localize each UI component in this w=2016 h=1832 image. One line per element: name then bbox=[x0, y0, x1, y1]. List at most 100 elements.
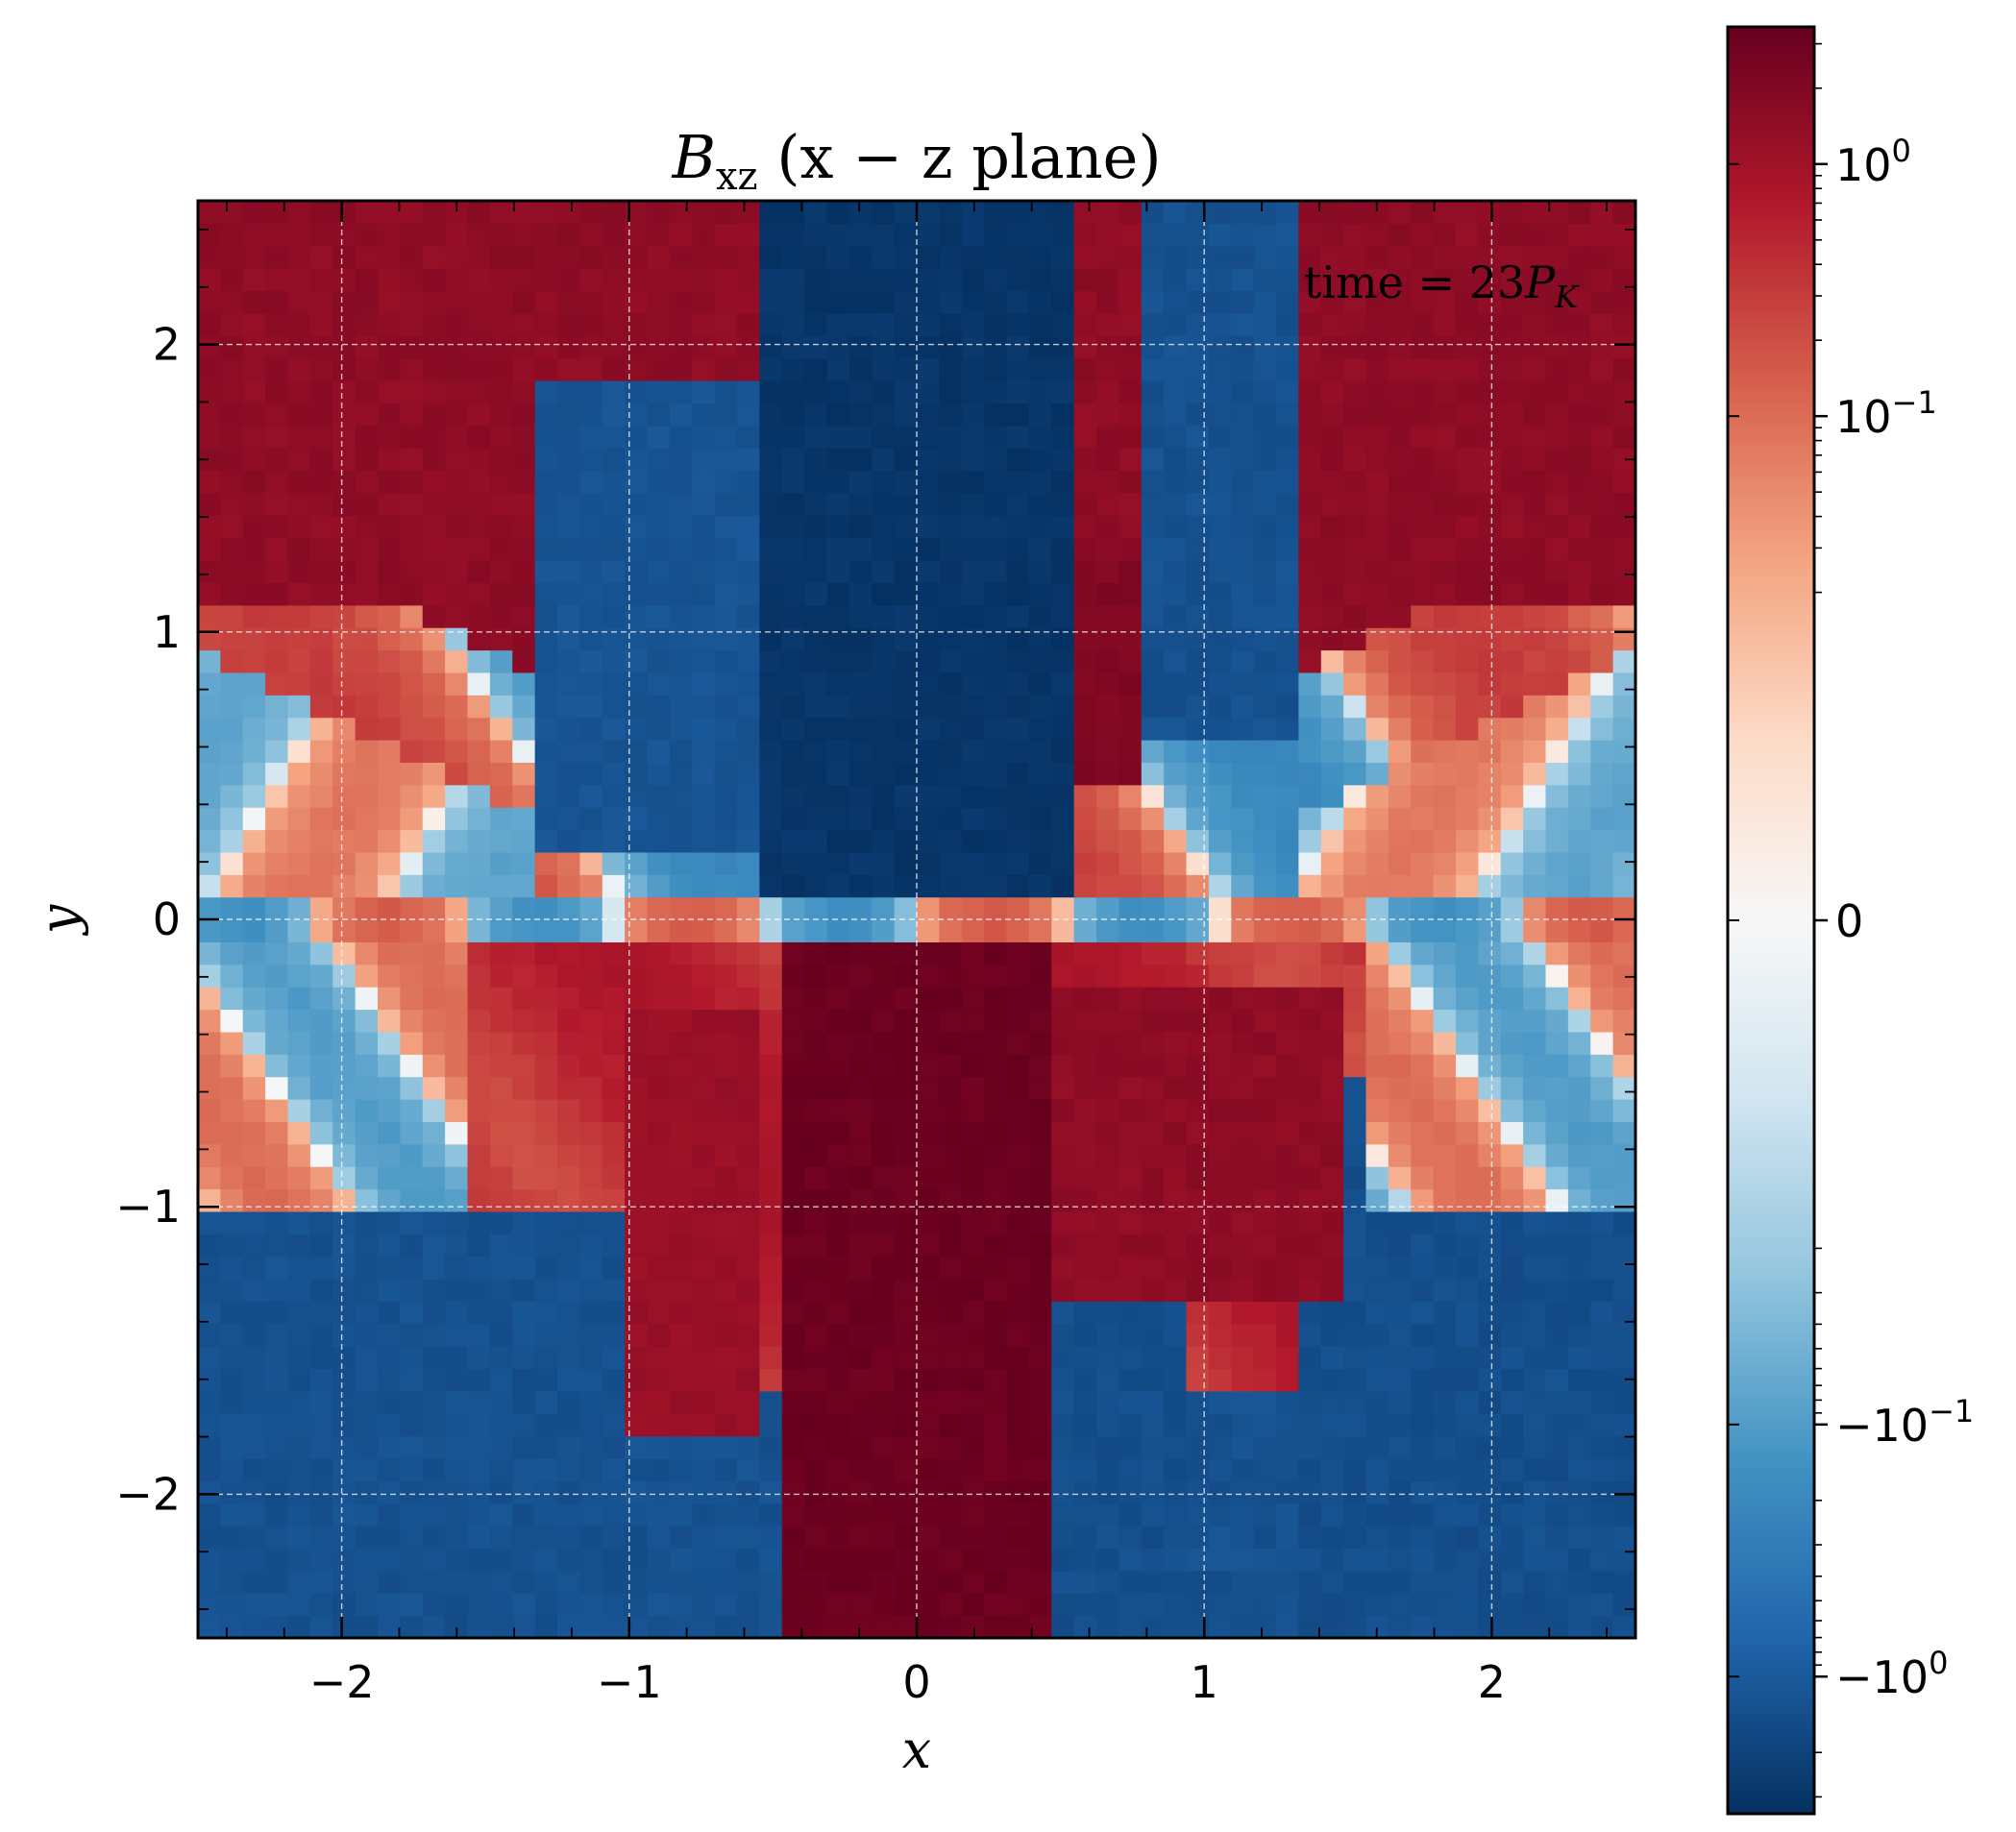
heatmap-cell bbox=[1231, 695, 1255, 719]
heatmap-cell bbox=[1545, 919, 1569, 942]
heatmap-cell bbox=[265, 1188, 289, 1212]
heatmap-cell bbox=[1231, 1054, 1255, 1078]
heatmap-cell bbox=[1276, 1346, 1299, 1370]
heatmap-cell bbox=[939, 964, 963, 988]
heatmap-cell bbox=[1028, 560, 1052, 583]
x-tick-label: 2 bbox=[1478, 1656, 1506, 1708]
heatmap-cell bbox=[961, 582, 985, 606]
heatmap-cell bbox=[1208, 1188, 1232, 1212]
heatmap-cell bbox=[1186, 357, 1210, 381]
heatmap-cell bbox=[1320, 1076, 1344, 1100]
heatmap-cell bbox=[332, 1099, 356, 1122]
heatmap-cell bbox=[557, 941, 580, 965]
colorbar-tick-label: −100 bbox=[1835, 1645, 1948, 1703]
heatmap-cell bbox=[400, 1031, 424, 1055]
heatmap-cell bbox=[804, 1323, 828, 1347]
heatmap-cell bbox=[872, 312, 896, 336]
heatmap-cell bbox=[355, 1435, 379, 1459]
heatmap-cell bbox=[1500, 1099, 1524, 1122]
heatmap-cell bbox=[265, 1054, 289, 1078]
heatmap-cell bbox=[1006, 874, 1030, 898]
heatmap-cell bbox=[826, 1234, 850, 1258]
heatmap-cell bbox=[1411, 380, 1435, 403]
heatmap-cell bbox=[669, 1279, 693, 1302]
heatmap-cell bbox=[220, 425, 244, 449]
heatmap-cell bbox=[1231, 312, 1255, 336]
heatmap-cell bbox=[714, 492, 738, 516]
heatmap-cell bbox=[961, 987, 985, 1011]
heatmap-cell bbox=[602, 829, 626, 853]
heatmap-cell bbox=[1523, 515, 1547, 539]
heatmap-cell bbox=[1478, 1570, 1502, 1594]
heatmap-cell bbox=[355, 649, 379, 673]
heatmap-cell bbox=[737, 851, 760, 875]
heatmap-cell bbox=[1456, 829, 1479, 853]
heatmap-cell bbox=[400, 604, 424, 628]
heatmap-cell bbox=[1253, 1166, 1277, 1190]
heatmap-cell bbox=[647, 268, 671, 292]
heatmap-cell bbox=[287, 1054, 311, 1078]
heatmap-cell bbox=[1456, 515, 1479, 539]
heatmap-cell bbox=[1545, 829, 1569, 853]
heatmap-cell bbox=[445, 1480, 469, 1504]
heatmap-cell bbox=[355, 1368, 379, 1392]
heatmap-cell bbox=[602, 1256, 626, 1280]
heatmap-cell bbox=[647, 672, 671, 696]
heatmap-cell bbox=[984, 1458, 1008, 1481]
heatmap-cell bbox=[242, 941, 266, 965]
heatmap-cell bbox=[1164, 964, 1188, 988]
y-tick-label: 2 bbox=[153, 319, 181, 371]
heatmap-cell bbox=[1523, 1256, 1547, 1280]
heatmap-cell bbox=[1523, 851, 1547, 875]
heatmap-cell bbox=[579, 537, 603, 561]
heatmap-cell bbox=[1164, 1188, 1188, 1212]
heatmap-cell bbox=[692, 919, 716, 942]
heatmap-cell bbox=[534, 717, 558, 741]
heatmap-cell bbox=[1028, 1301, 1052, 1325]
heatmap-cell bbox=[1231, 560, 1255, 583]
heatmap-cell bbox=[961, 1548, 985, 1572]
heatmap-cell bbox=[1433, 941, 1457, 965]
heatmap-cell bbox=[512, 1143, 536, 1167]
heatmap-cell bbox=[1478, 1301, 1502, 1325]
heatmap-cell bbox=[714, 1143, 738, 1167]
heatmap-cell bbox=[1231, 1009, 1255, 1033]
heatmap-cell bbox=[198, 1279, 221, 1302]
heatmap-cell bbox=[1186, 604, 1210, 628]
heatmap-cell bbox=[804, 874, 828, 898]
heatmap-cell bbox=[400, 380, 424, 403]
heatmap-cell bbox=[602, 357, 626, 381]
heatmap-cell bbox=[534, 829, 558, 853]
heatmap-cell bbox=[378, 762, 401, 786]
heatmap-cell bbox=[826, 1615, 850, 1638]
heatmap-cell bbox=[557, 649, 580, 673]
heatmap-cell bbox=[759, 1031, 783, 1055]
heatmap-cell bbox=[1456, 874, 1479, 898]
heatmap-cell bbox=[1119, 223, 1143, 247]
heatmap-cell bbox=[647, 649, 671, 673]
heatmap-cell bbox=[242, 740, 266, 763]
heatmap-cell bbox=[1523, 717, 1547, 741]
heatmap-cell bbox=[984, 492, 1008, 516]
heatmap-cell bbox=[1590, 357, 1614, 381]
heatmap-cell bbox=[557, 987, 580, 1011]
heatmap-cell bbox=[1298, 829, 1322, 853]
heatmap-cell bbox=[1231, 672, 1255, 696]
heatmap-cell bbox=[602, 1458, 626, 1481]
heatmap-cell bbox=[1073, 941, 1097, 965]
heatmap-cell bbox=[759, 492, 783, 516]
heatmap-cell bbox=[287, 1593, 311, 1617]
heatmap-cell bbox=[242, 223, 266, 247]
heatmap-cell bbox=[872, 964, 896, 988]
heatmap-cell bbox=[1500, 245, 1524, 269]
heatmap-cell bbox=[1208, 335, 1232, 359]
heatmap-cell bbox=[984, 537, 1008, 561]
heatmap-cell bbox=[534, 537, 558, 561]
heatmap-cell bbox=[894, 1502, 918, 1527]
heatmap-cell bbox=[1298, 807, 1322, 831]
heatmap-cell bbox=[826, 1502, 850, 1527]
heatmap-cell bbox=[1320, 1323, 1344, 1347]
heatmap-cell bbox=[265, 515, 289, 539]
heatmap-cell bbox=[242, 762, 266, 786]
heatmap-cell bbox=[378, 987, 401, 1011]
